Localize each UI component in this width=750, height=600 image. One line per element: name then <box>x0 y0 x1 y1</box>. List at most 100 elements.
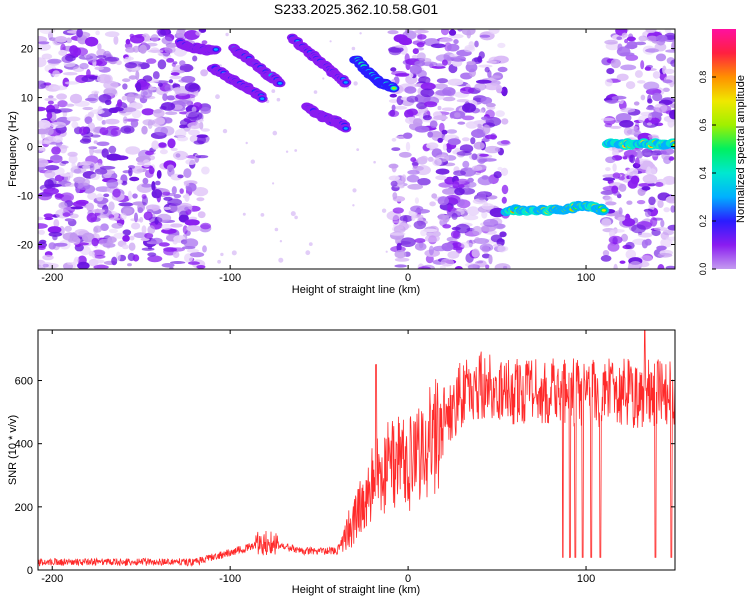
heatmap-speckle <box>97 43 102 51</box>
heatmap-speckle <box>462 115 475 121</box>
heatmap-speckle <box>181 75 196 83</box>
heatmap-speckle <box>139 216 144 223</box>
heatmap-speckle <box>641 186 651 191</box>
heatmap-speckle <box>448 29 457 36</box>
heatmap-speckle <box>52 70 60 78</box>
heatmap-speckle <box>56 93 67 100</box>
heatmap-speckle <box>170 72 180 76</box>
heatmap-speckle <box>411 54 418 59</box>
heatmap-speckle <box>183 238 199 248</box>
heatmap-speckle <box>630 175 640 185</box>
heatmap-speckle <box>127 263 132 267</box>
heatmap-speckle <box>196 197 205 202</box>
heatmap-speckle <box>618 207 623 216</box>
heatmap-speckle <box>122 83 128 90</box>
heatmap-speckle <box>91 90 100 95</box>
heatmap-speckle <box>638 183 652 187</box>
heatmap-speckle <box>668 156 675 161</box>
heatmap-speckle <box>54 174 64 182</box>
heatmap-speckle <box>200 69 209 77</box>
heatmap-speckle <box>141 225 147 234</box>
heatmap-marks <box>38 29 675 269</box>
heatmap-speckle <box>161 263 175 268</box>
heatmap-speckle <box>47 58 62 64</box>
signal-core <box>343 81 348 84</box>
heatmap-speckle <box>463 46 476 53</box>
heatmap-speckle <box>640 94 646 101</box>
heatmap-speckle <box>117 99 123 108</box>
heatmap-speckle <box>417 178 431 186</box>
heatmap-speckle <box>619 260 626 264</box>
heatmap-speckle <box>501 118 509 125</box>
heatmap-speckle <box>109 217 121 221</box>
heatmap-speckle <box>118 202 134 207</box>
heatmap-speckle <box>497 66 508 73</box>
heatmap-speckle <box>619 52 635 57</box>
heatmap-speckle <box>66 116 81 122</box>
heatmap-speckle <box>93 226 99 234</box>
heatmap-speckle <box>108 228 118 234</box>
signal-core <box>601 209 606 212</box>
heatmap-speckle <box>391 104 396 112</box>
heatmap-speckle <box>602 177 616 182</box>
heatmap-speckle <box>124 62 138 69</box>
heatmap-speckle <box>441 129 448 135</box>
heatmap-speckle <box>627 168 639 176</box>
heatmap-speckle <box>64 218 74 222</box>
heatmap-speckle <box>129 235 135 241</box>
heatmap-speckle <box>670 205 675 213</box>
heatmap-speckle <box>50 121 66 128</box>
heatmap-speckle <box>184 206 189 211</box>
heatmap-speckle <box>644 152 658 156</box>
heatmap-speckle <box>38 106 47 112</box>
heatmap-speckle <box>405 141 411 152</box>
heatmap-speckle <box>150 237 163 245</box>
heatmap-speckle <box>473 141 485 150</box>
heatmap-speckle <box>45 165 60 171</box>
heatmap-speckle <box>665 49 675 53</box>
heatmap-speckle <box>500 140 510 145</box>
heatmap-speckle <box>414 238 426 244</box>
heatmap-speckle <box>125 38 131 45</box>
heatmap-speckle <box>669 109 675 120</box>
heatmap-speckle <box>412 118 423 127</box>
heatmap-speckle <box>385 250 388 253</box>
heatmap-speckle <box>392 220 407 224</box>
heatmap-speckle <box>474 236 480 244</box>
y-tick-label: 0 <box>27 565 33 577</box>
heatmap-speckle <box>294 215 298 220</box>
heatmap-speckle <box>184 219 200 226</box>
heatmap-speckle <box>462 103 476 113</box>
heatmap-speckle <box>396 225 404 230</box>
heatmap-speckle <box>60 173 71 177</box>
heatmap-speckle <box>470 137 476 145</box>
x-tick-label: -200 <box>41 272 63 284</box>
heatmap-speckle <box>63 72 78 76</box>
heatmap-speckle <box>50 155 63 161</box>
heatmap-speckle <box>612 163 617 172</box>
heatmap-speckle <box>394 44 405 49</box>
heatmap-speckle <box>157 82 163 87</box>
heatmap-speckle <box>290 211 296 217</box>
heatmap-speckle <box>139 44 147 54</box>
heatmap-speckle <box>456 99 470 103</box>
heatmap-speckle <box>157 59 167 70</box>
heatmap-speckle <box>411 214 416 221</box>
x-tick-label: -100 <box>219 272 241 284</box>
heatmap-speckle <box>51 146 61 155</box>
heatmap-speckle <box>391 147 401 152</box>
heatmap-speckle <box>645 29 657 33</box>
heatmap-speckle <box>636 200 646 205</box>
heatmap-speckle <box>38 80 47 90</box>
heatmap-speckle <box>38 216 44 221</box>
heatmap-speckle <box>166 58 175 63</box>
heatmap-speckle <box>38 229 45 235</box>
heatmap-speckle <box>439 265 446 269</box>
heatmap-speckle <box>38 140 52 144</box>
heatmap-speckle <box>390 67 397 72</box>
heatmap-speckle <box>62 212 71 217</box>
heatmap-speckle <box>644 66 652 71</box>
heatmap-speckle <box>171 62 176 67</box>
heatmap-speckle <box>122 229 131 236</box>
snr-x-axis-label: Height of straight line (km) <box>292 584 420 596</box>
